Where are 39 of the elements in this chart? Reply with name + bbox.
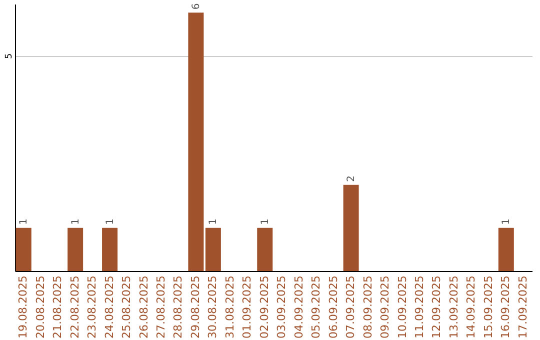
x-tick-label: 26.08.2025: [137, 276, 150, 338]
x-tick-label: 09.09.2025: [378, 276, 392, 338]
y-tick-label: 5: [4, 53, 14, 60]
x-tick-label: 17.09.2025: [516, 276, 530, 338]
x-tick-label: 13.09.2025: [447, 276, 460, 338]
x-tick-label: 16.09.2025: [499, 276, 512, 338]
data-label: 2: [346, 175, 358, 182]
x-tick-label: 02.09.2025: [258, 276, 271, 338]
x-tick-label: 14.09.2025: [464, 276, 478, 338]
x-tick-label: 08.09.2025: [361, 276, 374, 338]
x-tick-label: 25.08.2025: [120, 276, 134, 338]
x-tick-label: 21.08.2025: [51, 276, 64, 338]
x-tick-label: 22.08.2025: [68, 276, 82, 338]
data-label: 1: [18, 218, 30, 225]
data-label: 1: [260, 218, 271, 225]
x-tick-label: 11.09.2025: [412, 276, 426, 338]
x-tick-label: 05.09.2025: [310, 276, 323, 338]
x-tick-label: 31.08.2025: [223, 276, 236, 338]
x-tick-label: 24.08.2025: [102, 276, 116, 338]
x-tick-label: 15.09.2025: [482, 276, 495, 338]
x-tick-label: 29.08.2025: [188, 276, 202, 338]
x-tick-label: 07.09.2025: [344, 276, 358, 338]
x-tick-label: 23.08.2025: [86, 276, 99, 338]
data-label: 1: [501, 218, 512, 225]
data-label: 6: [190, 3, 202, 10]
x-tick-label: 20.08.2025: [34, 276, 47, 338]
x-tick-label: 06.09.2025: [326, 276, 340, 338]
x-tick-label: 04.09.2025: [292, 276, 306, 338]
data-label: 1: [208, 218, 220, 225]
x-tick-label: 03.09.2025: [275, 276, 288, 338]
x-tick-label: 01.09.2025: [240, 276, 254, 338]
x-tick-label: 28.08.2025: [172, 276, 185, 338]
x-tick-label: 30.08.2025: [206, 276, 220, 338]
data-label: 1: [104, 218, 116, 225]
x-tick-label: 12.09.2025: [430, 276, 444, 338]
x-tick-label: 19.08.2025: [16, 276, 30, 338]
x-tick-label: 27.08.2025: [154, 276, 168, 338]
x-tick-label: 10.09.2025: [396, 276, 409, 338]
data-label: 1: [70, 218, 82, 225]
